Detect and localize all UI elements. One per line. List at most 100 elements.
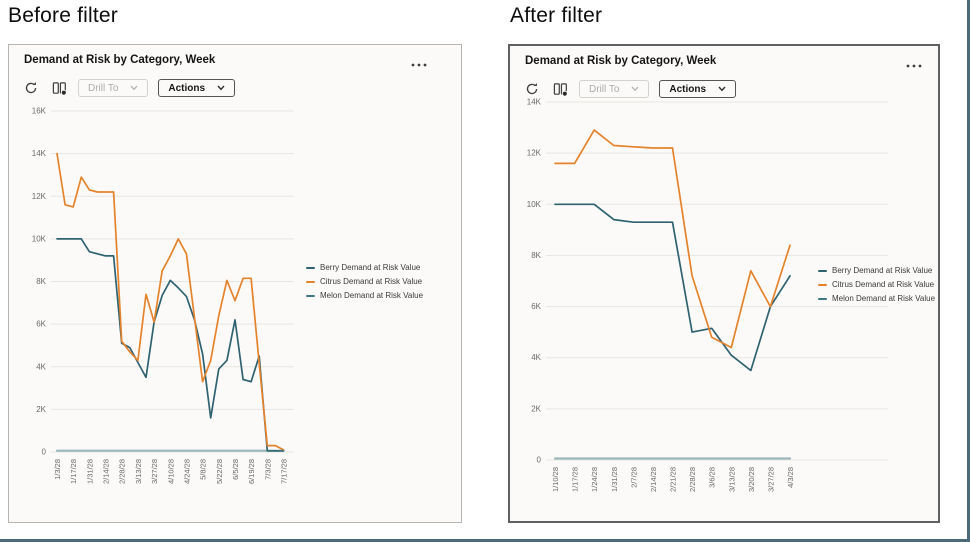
legend-label: Melon Demand at Risk Value: [832, 294, 936, 303]
series-line-berry: [554, 203, 791, 372]
chart-toolbar: Drill To Actions: [22, 78, 236, 98]
actions-label: Actions: [168, 82, 206, 94]
x-axis-label: 4/24/28: [182, 459, 191, 484]
legend-item[interactable]: Berry Demand at Risk Value: [306, 263, 423, 272]
x-axis-label: 4/3/28: [786, 467, 795, 488]
chart-toolbar: Drill To Actions: [523, 79, 737, 99]
actions-button[interactable]: Actions: [659, 80, 737, 98]
ellipsis-icon: [411, 63, 427, 67]
y-axis-label: 12K: [32, 192, 47, 201]
x-axis-label: 3/13/28: [727, 467, 736, 492]
y-axis-label: 16K: [32, 107, 47, 116]
y-axis-label: 0: [42, 448, 47, 457]
x-axis-label: 1/17/28: [69, 459, 78, 484]
line-chart-before: 16K 14K 12K 10K 8K 6K 4K 2K 0 1/3/28 1/17/28 1/31/2…: [32, 107, 294, 484]
chart-title: Demand at Risk by Category, Week: [525, 55, 717, 67]
y-axis-label: 12K: [527, 149, 542, 158]
drill-to-button[interactable]: Drill To: [78, 79, 149, 97]
chart-title: Demand at Risk by Category, Week: [24, 54, 216, 66]
legend-swatch: [818, 297, 827, 300]
x-axis-label: 2/7/28: [629, 467, 638, 488]
legend-item[interactable]: Berry Demand at Risk Value: [818, 266, 935, 275]
x-axis-label: 3/27/28: [766, 467, 775, 492]
refresh-button[interactable]: [22, 79, 40, 97]
chart-legend: Berry Demand at Risk Value Citrus Demand …: [818, 266, 935, 303]
data-view-button[interactable]: [551, 80, 569, 98]
y-axis-label: 2K: [36, 405, 46, 414]
legend-item[interactable]: Citrus Demand at Risk Value: [818, 280, 935, 289]
y-axis-label: 14K: [527, 98, 542, 107]
x-axis-label: 1/3/28: [53, 459, 62, 480]
line-chart-after: 14K 12K 10K 8K 6K 4K 2K 0 1/10/28 1/17/28 1/24/28 1…: [527, 98, 888, 492]
x-axis-label: 3/6/28: [708, 467, 717, 488]
series-line-citrus: [56, 152, 285, 451]
y-axis-label: 10K: [32, 234, 47, 243]
drill-to-label: Drill To: [88, 82, 119, 94]
after-filter-heading: After filter: [510, 4, 603, 27]
x-axis-label: 4/10/28: [166, 459, 175, 484]
legend-label: Berry Demand at Risk Value: [320, 263, 421, 272]
x-axis-label: 5/8/28: [199, 459, 208, 480]
legend-label: Citrus Demand at Risk Value: [320, 277, 423, 286]
legend-swatch: [306, 280, 315, 283]
ellipsis-menu-button[interactable]: [902, 54, 926, 73]
drill-to-label: Drill To: [589, 83, 620, 95]
data-view-button[interactable]: [50, 79, 68, 97]
y-axis-label: 14K: [32, 149, 47, 158]
legend-swatch: [818, 283, 827, 286]
chevron-down-icon: [217, 85, 225, 91]
x-axis-label: 7/3/28: [263, 459, 272, 480]
x-axis-label: 1/24/28: [590, 467, 599, 492]
chevron-down-icon: [718, 86, 726, 92]
chevron-down-icon: [130, 85, 138, 91]
actions-label: Actions: [669, 83, 707, 95]
legend-swatch: [306, 294, 315, 297]
ellipsis-icon: [906, 64, 922, 68]
x-axis-label: 1/31/28: [610, 467, 619, 492]
y-axis-label: 8K: [36, 277, 46, 286]
legend-item[interactable]: Melon Demand at Risk Value: [818, 294, 935, 303]
series-line-citrus: [554, 129, 791, 349]
y-axis-label: 6K: [531, 302, 541, 311]
x-axis-label: 1/31/28: [85, 459, 94, 484]
x-axis-label: 1/10/28: [551, 467, 560, 492]
x-axis-label: 7/17/28: [280, 459, 289, 484]
y-axis-label: 2K: [531, 404, 541, 413]
y-axis-label: 8K: [531, 251, 541, 260]
y-axis-label: 10K: [527, 200, 542, 209]
x-axis-label: 2/14/28: [649, 467, 658, 492]
legend-label: Citrus Demand at Risk Value: [832, 280, 935, 289]
x-axis-label: 3/20/28: [747, 467, 756, 492]
x-axis-label: 3/13/28: [134, 459, 143, 484]
legend-label: Melon Demand at Risk Value: [320, 291, 424, 300]
x-axis-label: 2/28/28: [118, 459, 127, 484]
x-axis-label: 5/22/28: [215, 459, 224, 484]
x-axis-label: 2/14/28: [102, 459, 111, 484]
x-axis-label: 2/21/28: [669, 467, 678, 492]
viz-panel-after: Demand at Risk by Category, Week: [508, 44, 940, 523]
before-filter-heading: Before filter: [8, 4, 118, 27]
actions-button[interactable]: Actions: [158, 79, 236, 97]
y-axis-label: 4K: [531, 353, 541, 362]
refresh-button[interactable]: [523, 80, 541, 98]
legend-label: Berry Demand at Risk Value: [832, 266, 933, 275]
x-axis-label: 1/17/28: [571, 467, 580, 492]
refresh-icon: [526, 83, 538, 95]
y-axis-label: 6K: [36, 320, 46, 329]
book-columns-icon: [52, 81, 67, 96]
legend-item[interactable]: Citrus Demand at Risk Value: [306, 277, 423, 286]
viz-panel-before: Demand at Risk by Category, Week: [8, 44, 462, 523]
refresh-icon: [25, 82, 37, 94]
x-axis-label: 6/19/28: [247, 459, 256, 484]
legend-item[interactable]: Melon Demand at Risk Value: [306, 291, 423, 300]
ellipsis-menu-button[interactable]: [407, 53, 431, 72]
book-columns-icon: [553, 82, 568, 97]
legend-swatch: [306, 266, 315, 269]
series-line-berry: [56, 238, 285, 452]
drill-to-button[interactable]: Drill To: [579, 80, 650, 98]
x-axis-label: 3/27/28: [150, 459, 159, 484]
chart-legend: Berry Demand at Risk Value Citrus Demand …: [306, 263, 423, 300]
y-axis-label: 0: [537, 456, 542, 465]
x-axis-label: 2/28/28: [688, 467, 697, 492]
